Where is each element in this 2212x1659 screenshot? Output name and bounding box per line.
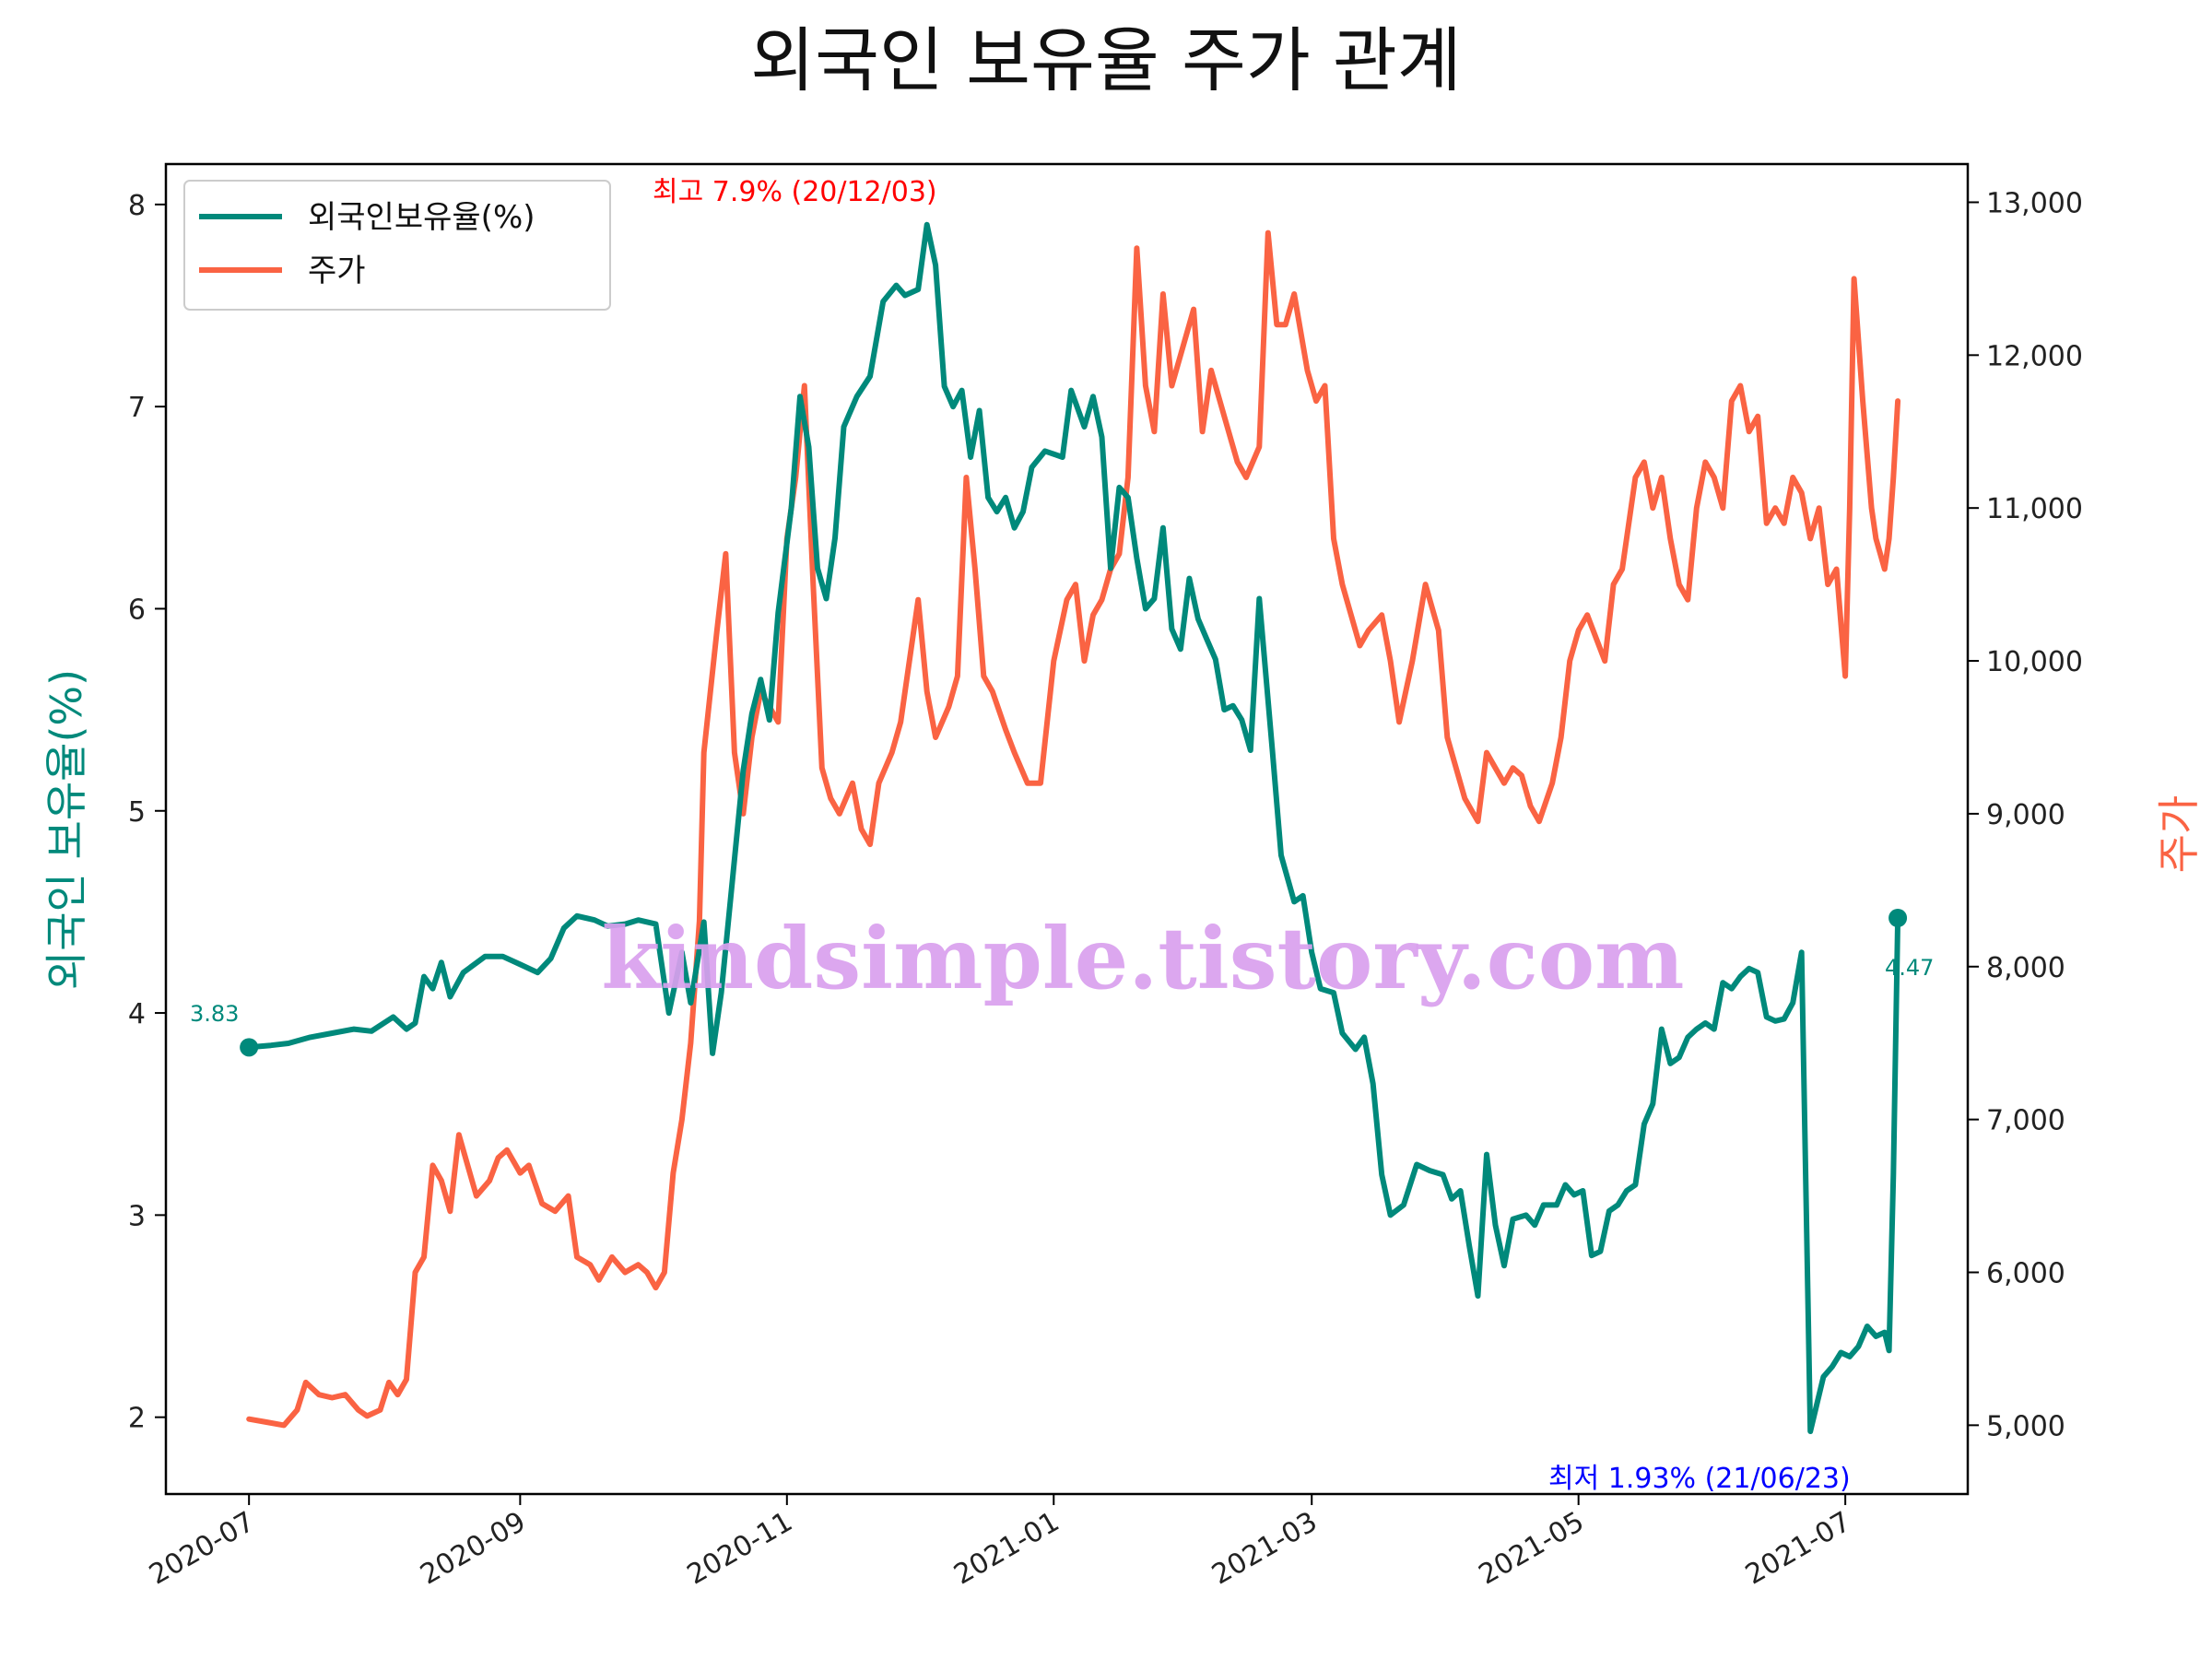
right-tick-label: 10,000 [1986,646,2083,678]
left-axis-label: 외국인 보유율(%) [41,669,91,990]
series-line-price [246,229,1901,1429]
series-layer [240,221,1908,1434]
right-tick-label: 12,000 [1986,340,2083,372]
series-line-foreign-ratio [246,221,1901,1434]
left-tick-label: 4 [128,998,146,1030]
right-tick-label: 6,000 [1986,1258,2065,1290]
legend: 외국인보유율(%) 주가 [183,180,611,311]
plot-frame [164,162,1970,1496]
min-annotation: 최저 1.93% (21/06/23) [1548,1463,1851,1495]
right-axis-label: 주가 [2154,795,2204,874]
right-tick-label: 11,000 [1986,493,2083,525]
right-axis: 5,000 6,000 7,000 8,000 9,000 10,000 11,000 12,… [1968,187,2083,1442]
left-tick-label: 6 [128,594,146,626]
x-tick-label: 2020-09 [415,1506,531,1592]
start-value-label: 3.83 [190,1001,239,1027]
x-tick-label: 2021-07 [1740,1506,1856,1592]
annotation-layer: 최고 7.9% (20/12/03) 최저 1.93% (21/06/23) 3… [190,176,1934,1495]
end-value-label: 4.47 [1885,955,1934,981]
left-tick-label: 5 [128,796,146,829]
x-tick-label: 2020-11 [682,1506,798,1592]
legend-label-price: 주가 [308,253,366,289]
x-axis: 2020-07 2020-09 2020-11 2021-01 2021-03 2021-… [144,1494,1856,1592]
x-tick-label: 2021-01 [948,1506,1065,1592]
chart-title: 외국인 보유율 주가 관계 [750,19,1462,101]
left-tick-label: 8 [128,190,146,222]
left-tick-label: 3 [128,1200,146,1232]
right-tick-label: 7,000 [1986,1105,2065,1137]
left-tick-label: 2 [128,1403,146,1435]
x-tick-label: 2020-07 [144,1506,260,1592]
right-tick-label: 5,000 [1986,1410,2065,1442]
right-tick-label: 13,000 [1986,187,2083,219]
legend-label-foreign: 외국인보유율(%) [308,199,535,236]
legend-box [183,180,611,311]
left-tick-label: 7 [128,392,146,424]
start-point-marker [240,1038,259,1057]
x-tick-label: 2021-03 [1206,1506,1323,1592]
right-tick-label: 9,000 [1986,799,2065,831]
x-tick-label: 2021-05 [1474,1506,1590,1592]
end-point-marker [1888,908,1908,927]
watermark: kindsimple.tistory.com [601,909,1684,1008]
left-axis: 2 3 4 5 6 7 8 [128,190,166,1435]
max-annotation: 최고 7.9% (20/12/03) [653,176,937,208]
plot-area: kindsimple.tistory.com 최고 7.9% (20/12/03… [164,162,1970,1496]
right-tick-label: 8,000 [1986,952,2065,984]
